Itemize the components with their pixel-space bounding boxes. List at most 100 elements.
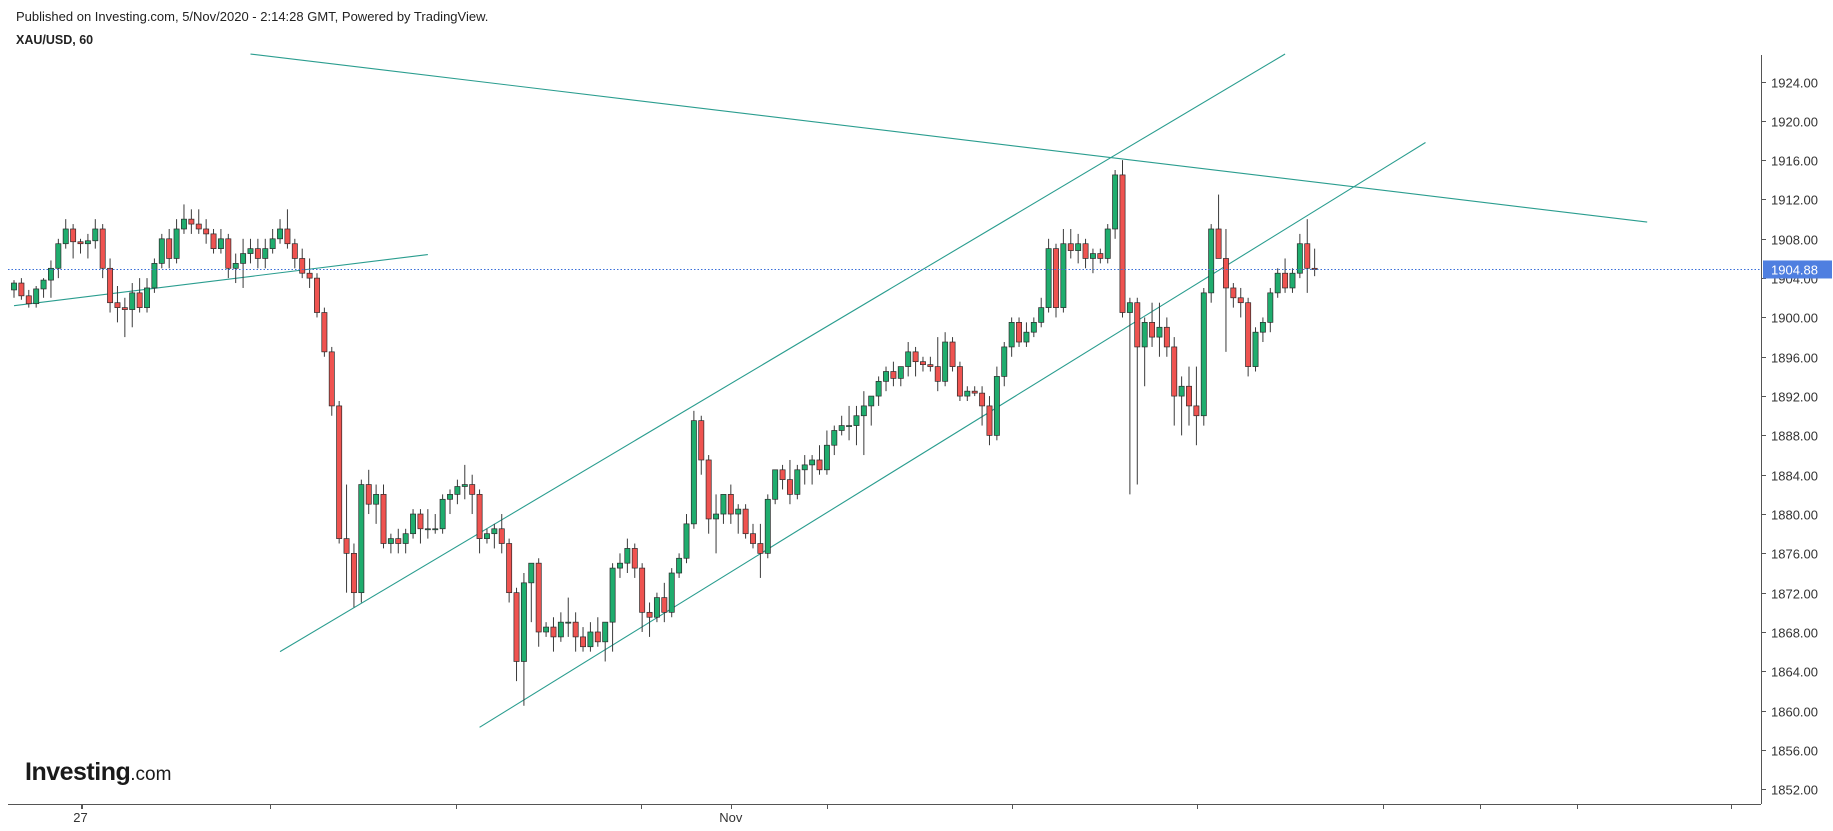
candle-body-down	[1193, 405, 1200, 417]
y-tick-label: 1908.00	[1771, 233, 1818, 248]
last-price-badge	[1763, 260, 1832, 279]
candle-body-down	[284, 228, 291, 245]
candle	[727, 484, 734, 524]
candle-body-up	[690, 420, 697, 525]
candle-body-down	[1067, 243, 1074, 251]
y-tick-label: 1912.00	[1771, 193, 1818, 208]
candle	[144, 278, 150, 313]
candle	[572, 612, 579, 652]
candle-body-up	[831, 430, 838, 446]
candle	[402, 528, 409, 554]
candle	[520, 573, 527, 706]
candle-body-down	[727, 494, 734, 515]
candle-body-up	[565, 621, 572, 624]
candle-body-down	[779, 469, 786, 480]
candle	[971, 386, 978, 397]
candle	[1053, 243, 1059, 318]
candle	[853, 405, 860, 446]
candle-body-down	[580, 636, 586, 648]
candle	[624, 538, 631, 574]
candle	[890, 361, 897, 387]
candle-body-down	[299, 258, 306, 274]
candle-body-down	[114, 302, 121, 308]
candle-body-up	[1030, 322, 1037, 333]
candle	[535, 558, 542, 647]
candle	[1186, 366, 1192, 426]
candle-body-down	[1245, 302, 1252, 367]
candle-body-up	[217, 238, 224, 249]
candle-body-up	[713, 513, 720, 520]
candle	[949, 337, 956, 372]
candle	[306, 258, 313, 288]
candle	[875, 376, 882, 406]
candle-body-down	[321, 312, 328, 353]
candle	[690, 410, 697, 529]
candle-body-up	[173, 228, 180, 259]
candle	[84, 233, 91, 259]
candle-body-up	[47, 267, 54, 281]
candle	[750, 523, 756, 549]
candle-body-down	[927, 364, 934, 367]
candle	[247, 238, 254, 264]
candle-body-up	[602, 621, 609, 643]
candle	[210, 228, 217, 254]
candle	[979, 386, 986, 426]
candle	[1119, 160, 1126, 318]
candle-body-down	[343, 538, 350, 554]
candle	[417, 509, 424, 544]
candle	[454, 479, 461, 505]
candle	[1112, 170, 1119, 239]
candle-body-down	[934, 366, 941, 382]
logo-suffix: .com	[130, 764, 172, 785]
candle-body-up	[62, 228, 69, 245]
candle	[543, 622, 550, 637]
candle-body-up	[609, 567, 616, 623]
candle	[1089, 248, 1096, 274]
candle	[1067, 228, 1074, 259]
axes: 1852.00 1856.00 1860.00 1864.00 1868.00 1872.…	[8, 55, 1832, 825]
candle-body-up	[424, 528, 431, 531]
candle-body-down	[136, 292, 143, 308]
candle-body-up	[720, 494, 727, 515]
candle	[639, 563, 646, 632]
candle-body-up	[1089, 253, 1096, 259]
candle-body-up	[1038, 307, 1045, 323]
candle-body-down	[631, 548, 638, 569]
candle-body-down	[380, 494, 387, 544]
trendline[interactable]	[250, 53, 1648, 223]
trendline[interactable]	[279, 53, 1286, 653]
candle	[77, 238, 84, 254]
published-caption: Published on Investing.com, 5/Nov/2020 -…	[16, 9, 489, 24]
candle	[557, 612, 564, 642]
candle-body-up	[860, 405, 867, 417]
candle-body-up	[439, 498, 446, 530]
candle-body-up	[240, 253, 247, 264]
candle	[373, 484, 380, 524]
candle-body-down	[1230, 287, 1237, 299]
candle-body-up	[277, 228, 283, 240]
candle	[735, 504, 742, 534]
trendline[interactable]	[13, 253, 428, 307]
candle-body-up	[92, 228, 99, 242]
candle-body-up	[1259, 322, 1266, 333]
candle-body-up	[40, 279, 47, 290]
candle	[823, 430, 830, 475]
candle	[1259, 317, 1266, 343]
candle	[314, 273, 320, 318]
candle-body-down	[469, 484, 476, 495]
candle	[920, 356, 926, 372]
candle	[801, 455, 808, 485]
trendline[interactable]	[479, 142, 1426, 728]
candle-body-up	[905, 351, 912, 367]
y-tick-label: 1856.00	[1771, 744, 1818, 759]
candle-body-up	[432, 528, 439, 531]
candle-body-up	[181, 218, 187, 230]
candle-body-up	[1289, 272, 1296, 289]
candle	[1001, 342, 1008, 387]
candle	[609, 563, 616, 652]
candle	[447, 489, 453, 515]
candle-body-down	[979, 392, 986, 407]
candle	[424, 509, 431, 539]
candle	[912, 346, 919, 377]
